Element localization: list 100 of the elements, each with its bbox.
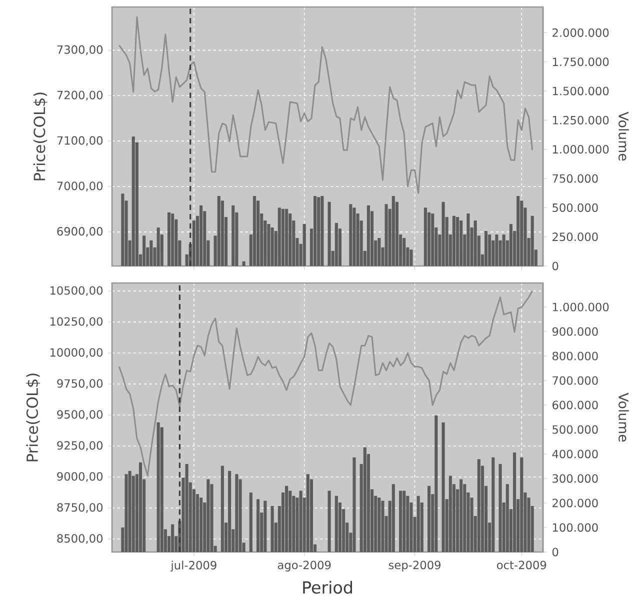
bar	[424, 208, 427, 266]
bar	[281, 208, 285, 266]
x-tick-label: oct-2009	[496, 560, 546, 570]
y2-tick-label: 750.000	[552, 174, 598, 183]
bar	[498, 464, 502, 552]
bar	[492, 457, 495, 552]
y2-tick-label: 0	[552, 262, 558, 270]
bar	[378, 238, 381, 266]
bar	[349, 204, 352, 266]
bar	[460, 479, 463, 552]
bar	[192, 220, 196, 266]
bar	[392, 196, 395, 266]
bar	[235, 474, 238, 552]
bar	[448, 476, 452, 552]
y2-axis-title: Volume	[618, 392, 629, 442]
bar	[121, 194, 124, 266]
bar	[285, 486, 288, 552]
bar	[366, 205, 370, 266]
bar	[232, 205, 235, 266]
bar	[460, 220, 463, 266]
bar	[302, 224, 306, 266]
bar	[434, 416, 438, 552]
y-tick-label: 10250,00	[50, 317, 103, 327]
bar	[488, 234, 492, 266]
bar	[410, 250, 413, 266]
bar	[502, 234, 506, 266]
y-tick-label: 7300,00	[57, 45, 103, 56]
bar	[206, 479, 210, 552]
y-tick-label: 10500,00	[50, 286, 103, 296]
bar	[392, 484, 395, 552]
y2-tick-label: 250.000	[552, 232, 598, 242]
x-tick-label: ago-2009	[278, 560, 331, 572]
bar	[442, 202, 445, 266]
bar	[167, 212, 171, 266]
bar	[399, 490, 402, 552]
y-axis-title: Price(COL$)	[26, 374, 40, 462]
line-series	[118, 16, 534, 194]
bar	[402, 490, 406, 552]
bar	[142, 236, 146, 266]
y-tick-label: 10000,00	[50, 348, 103, 358]
bar	[530, 216, 534, 266]
bar	[495, 234, 498, 266]
y-axis-title: Price(COL$)	[33, 92, 48, 180]
y2-tick-label: 700.000	[552, 376, 598, 385]
y-tick-label: 7100,00	[57, 136, 103, 146]
y-tick-label: 7200,00	[57, 90, 103, 100]
bar	[442, 422, 445, 552]
bar	[138, 462, 142, 552]
bar	[352, 208, 356, 266]
y-tick-label: 9250,00	[57, 441, 103, 451]
y2-tick-label: 1.000.000	[552, 302, 609, 312]
bar	[278, 208, 281, 266]
y-tick-label: 9750,00	[57, 379, 103, 389]
bar	[267, 224, 270, 266]
bar	[285, 208, 288, 266]
bar	[128, 470, 132, 552]
bar	[328, 490, 331, 552]
bar	[320, 196, 324, 266]
bar	[270, 506, 274, 552]
bar	[416, 496, 420, 552]
bar	[431, 213, 434, 266]
y2-tick-label: 500.000	[552, 425, 598, 434]
bar	[299, 490, 302, 552]
bar	[506, 484, 509, 552]
bar	[384, 204, 388, 266]
y-tick-label: 8500,00	[57, 534, 103, 544]
bar	[334, 496, 338, 552]
bar	[456, 217, 460, 266]
y-tick-label: 6900,00	[57, 227, 103, 237]
bar	[288, 213, 292, 266]
bar	[509, 224, 512, 266]
y2-axis-title: Volume	[618, 112, 629, 161]
bar	[317, 197, 320, 266]
y-tick-label: 8750,00	[57, 503, 103, 513]
y2-tick-label: 1.750.000	[552, 58, 609, 66]
bar	[516, 196, 520, 266]
bar	[156, 227, 160, 266]
bar	[200, 205, 203, 266]
y2-tick-label: 100.000	[552, 523, 598, 532]
bar	[256, 499, 260, 552]
bar	[185, 464, 188, 552]
y2-tick-label: 900.000	[552, 327, 598, 336]
bar	[220, 466, 224, 552]
bar	[200, 498, 203, 552]
bar	[306, 474, 310, 552]
bar	[520, 457, 524, 552]
bar	[132, 136, 135, 266]
y2-tick-label: 500.000	[552, 203, 598, 212]
bar	[334, 222, 338, 266]
x-axis-title: Period	[303, 580, 352, 594]
bar	[427, 486, 431, 552]
bar	[402, 238, 406, 266]
bar	[228, 470, 232, 552]
bar	[217, 196, 220, 266]
y2-tick-label: 2.000.000	[552, 28, 609, 37]
bar	[171, 524, 174, 552]
bar	[171, 213, 174, 266]
bar	[363, 447, 366, 552]
y2-tick-label: 800.000	[552, 352, 598, 360]
y2-tick-label: 1.250.000	[552, 116, 609, 124]
